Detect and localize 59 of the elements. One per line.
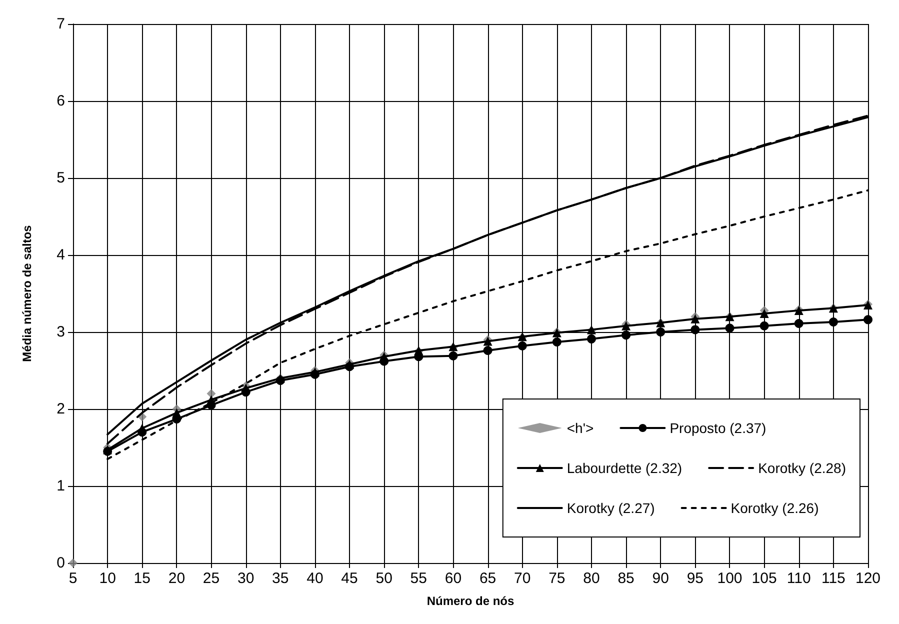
- point: [864, 315, 872, 324]
- point: [656, 328, 666, 336]
- point: [138, 424, 147, 433]
- x-tick-label: 120: [855, 570, 881, 587]
- x-tick-label: 60: [444, 570, 462, 587]
- x-tick-label: 30: [237, 570, 254, 587]
- x-tick-label: 45: [341, 570, 358, 587]
- point: [206, 389, 216, 398]
- y-tick-label: 3: [56, 324, 65, 340]
- point: [760, 321, 769, 330]
- x-tick-label: 55: [410, 570, 427, 587]
- x-tick-label: 50: [376, 570, 392, 587]
- point: [828, 317, 838, 326]
- x-tick-label: 20: [168, 570, 186, 587]
- point: [206, 395, 216, 404]
- x-tick-label: 80: [583, 570, 600, 587]
- y-axis-title: Média número de saltos: [20, 224, 34, 362]
- x-axis-title: Número de nós: [426, 594, 514, 608]
- x-tick-label: 105: [752, 570, 777, 587]
- x-tick-label: 5: [68, 570, 78, 587]
- y-tick-label: 0: [56, 554, 65, 572]
- point: [690, 325, 700, 334]
- legend-label: Korotky (2.27): [566, 500, 655, 516]
- x-tick-label: 100: [717, 570, 742, 587]
- x-tick-label: 70: [514, 570, 531, 587]
- x-tick-label: 85: [618, 570, 634, 587]
- point: [586, 334, 596, 344]
- y-tick-label: 5: [56, 170, 65, 186]
- point: [760, 309, 769, 318]
- y-tick-label: 2: [56, 400, 65, 418]
- point: [483, 346, 492, 355]
- x-tick-label: 35: [272, 570, 289, 587]
- y-tick-label: 4: [56, 246, 65, 264]
- point: [725, 324, 734, 333]
- legend-label: <h'>: [566, 420, 594, 436]
- legend-label: Korotky (2.26): [730, 500, 819, 516]
- point: [622, 330, 631, 340]
- x-tick-label: 115: [821, 570, 846, 587]
- point: [448, 351, 458, 360]
- legend-label: Labourdette (2.32): [566, 460, 682, 476]
- x-tick-label: 95: [686, 570, 704, 587]
- point: [518, 341, 527, 350]
- point: [172, 408, 182, 418]
- y-tick-label: 6: [56, 92, 65, 110]
- x-tick-label: 40: [306, 570, 324, 587]
- point: [794, 319, 804, 328]
- legend-label: Korotky (2.28): [758, 460, 846, 476]
- x-tick-label: 15: [134, 570, 150, 587]
- x-tick-label: 110: [786, 570, 811, 587]
- point: [241, 384, 250, 393]
- x-tick-label: 75: [548, 570, 566, 587]
- point: [552, 338, 562, 347]
- x-tick-label: 25: [202, 570, 220, 587]
- y-tick-label: 7: [56, 16, 65, 32]
- y-tick-label: 1: [56, 478, 65, 494]
- x-tick-label: 90: [652, 570, 669, 587]
- x-tick-label: 65: [479, 570, 496, 587]
- x-tick-label: 10: [99, 570, 116, 587]
- legend-label: Proposto (2.37): [670, 420, 766, 436]
